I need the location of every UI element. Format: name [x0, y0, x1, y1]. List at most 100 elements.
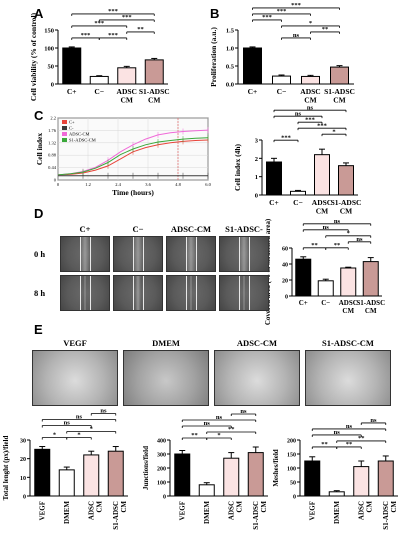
y-tick-label: 0.0: [226, 82, 234, 89]
x-tick-label: 3.6: [145, 182, 151, 187]
x-tick-label: 4.8: [175, 182, 181, 187]
category-label: DMEM: [63, 501, 71, 524]
legend-swatch: [62, 126, 67, 130]
category-label-line: ADSC: [227, 501, 235, 520]
significance-label: ns: [204, 420, 211, 427]
category-label: VEGF: [178, 501, 186, 520]
scratch-edge: [133, 237, 135, 271]
wound-healing-image: [166, 275, 216, 311]
micrograph-row-label: 8 h: [34, 288, 46, 298]
panel-letter-b: B: [210, 6, 220, 21]
category-label: CM: [148, 96, 161, 105]
line-chart-c: 0 1.2 2.4 3.6 4.8 6.0 0 0.44 0.88 1.32 1.76 2.2 C+C-…: [35, 116, 212, 198]
significance-label: ns: [334, 218, 341, 225]
significance-label: ***: [262, 14, 272, 21]
scratch-edge: [248, 237, 250, 271]
significance-label: ***: [108, 8, 118, 15]
significance-label: ***: [317, 122, 327, 129]
y-tick-label: 100: [44, 46, 54, 53]
y-tick-label: 0.5: [226, 64, 235, 71]
category-label: S1-ADSC: [324, 87, 355, 96]
category-label: ADSC: [312, 198, 332, 207]
category-label: ADSC: [300, 87, 320, 96]
y-tick-label: 0: [23, 495, 26, 501]
y-tick-label: 50: [290, 481, 296, 487]
significance-label: ns: [370, 417, 377, 424]
y-tick-label: 100: [287, 467, 296, 473]
panel-letter-a: A: [34, 6, 44, 21]
wound-healing-image: [60, 236, 110, 272]
category-label: C+: [299, 299, 308, 307]
y-tick-label: 300: [157, 453, 166, 459]
significance-label: ns: [346, 423, 353, 430]
y-tick-label: 1.76: [48, 128, 57, 133]
micrograph-column-label: C+: [79, 224, 91, 234]
category-label: C−: [277, 87, 287, 96]
significance-label: ***: [277, 8, 287, 15]
scratch-gap: [186, 237, 196, 271]
panel-letter-d: D: [34, 206, 44, 221]
category-label: VEGF: [308, 501, 316, 520]
category-label: S1-ADSC: [331, 198, 362, 207]
y-tick-label: 0: [255, 193, 258, 200]
significance-label: **: [228, 426, 235, 433]
significance-label: *: [347, 230, 350, 237]
scratch-edge: [133, 276, 135, 310]
y-axis-label: Meshes/field: [272, 449, 280, 486]
significance-label: ***: [291, 2, 301, 9]
y-tick-label: 200: [157, 467, 166, 473]
scratch-edge: [186, 276, 188, 310]
y-axis-label: Total lenght (px)/field: [2, 436, 10, 501]
legend-swatch: [62, 120, 67, 124]
wound-healing-image: [113, 236, 163, 272]
legend-label: C+: [69, 120, 75, 125]
y-tick-label: 1.0: [226, 46, 234, 53]
significance-label: **: [358, 435, 365, 442]
significance-label: *: [332, 128, 335, 135]
category-label: S1-ADSCCM: [252, 501, 268, 530]
scratch-gap: [189, 276, 193, 310]
scratch-gap: [83, 276, 87, 310]
y-tick-label: 1.5: [226, 28, 235, 35]
scratch-gap: [242, 276, 246, 310]
x-tick-label: 0: [57, 182, 60, 187]
y-tick-label: 150: [287, 453, 296, 459]
significance-label: *: [77, 432, 80, 439]
significance-label: ***: [81, 32, 91, 39]
y-tick-label: 20: [20, 457, 26, 463]
category-label: C−: [321, 299, 330, 307]
significance-label: ns: [293, 32, 300, 39]
category-label: S1-ADSCCM: [112, 501, 128, 530]
y-axis-label: Proliferation (a.u.): [209, 27, 218, 87]
category-label: C+: [67, 87, 77, 96]
scratch-edge: [80, 237, 82, 271]
y-tick-label: 2: [255, 156, 258, 163]
tube-image-column-label: ADSC-CM: [236, 338, 278, 348]
significance-label: ns: [307, 104, 314, 111]
significance-label: *: [90, 426, 93, 433]
y-tick-label: 200: [287, 439, 296, 445]
significance-label: ***: [108, 32, 118, 39]
significance-label: **: [137, 26, 144, 33]
category-label-line: CM: [120, 501, 128, 513]
category-label-line: ADSC: [87, 501, 95, 520]
significance-label: ***: [305, 116, 315, 123]
y-tick-label: 0: [293, 495, 296, 501]
significance-label: ns: [100, 408, 107, 415]
significance-label: **: [191, 432, 198, 439]
legend-label: ADSC-CM: [69, 132, 90, 137]
significance-label: ***: [281, 134, 291, 141]
tube-formation-image: [214, 350, 300, 406]
category-label-line: DMEM: [203, 501, 211, 524]
legend-swatch: [62, 132, 67, 136]
category-label: DMEM: [203, 501, 211, 524]
significance-label: ns: [295, 110, 302, 117]
category-label: CM: [365, 307, 377, 315]
tube-formation-image: [32, 350, 118, 406]
y-tick-label: 40: [282, 263, 288, 269]
scratch-edge: [239, 237, 241, 271]
y-tick-label: 400: [157, 439, 166, 445]
scratch-edge: [186, 237, 188, 271]
category-label: CM: [342, 307, 354, 315]
